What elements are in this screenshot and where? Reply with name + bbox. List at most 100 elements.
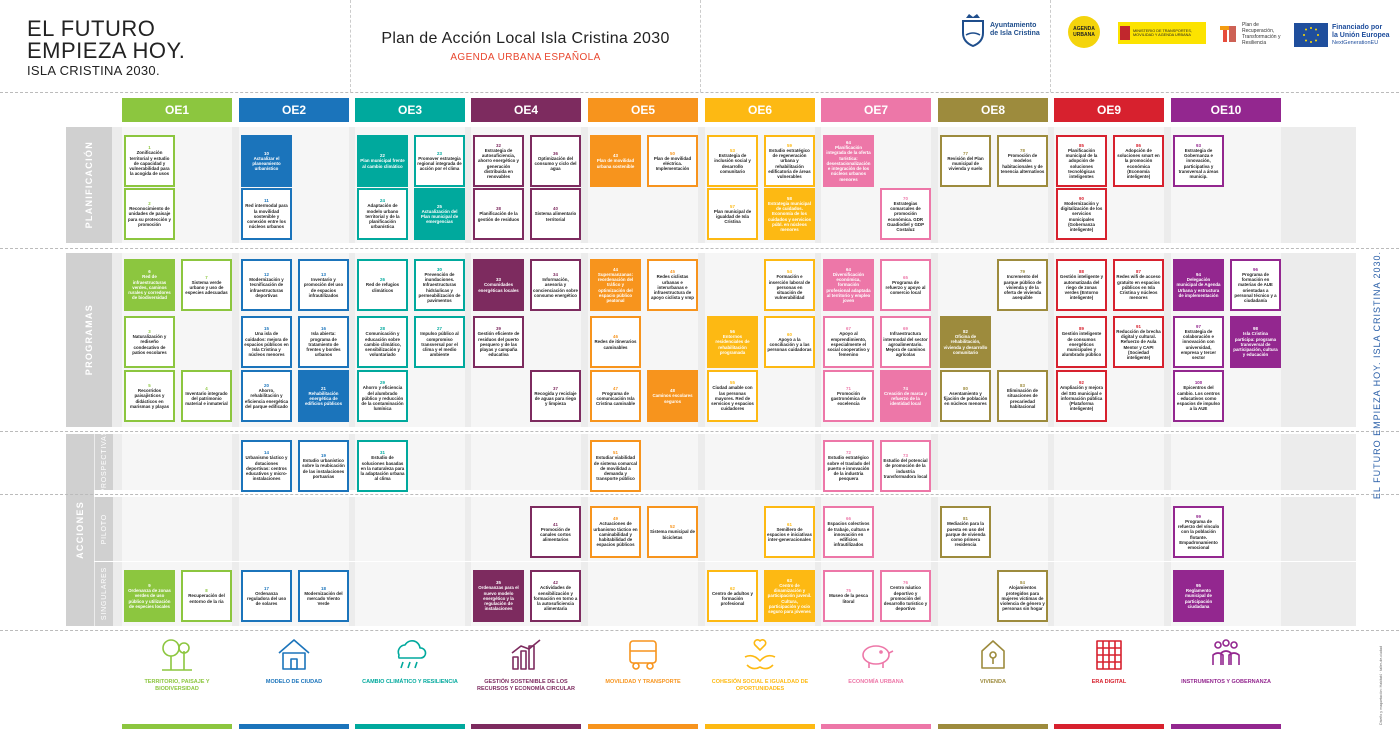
action-box-99[interactable]: 99 Programa de refuerzo del vínculo con l… xyxy=(1173,506,1224,558)
action-box-62[interactable]: 62 Centro de adultos y formación profesio… xyxy=(707,570,758,622)
action-box-45[interactable]: 45 Redes ciclistas urbanas e interurbanas… xyxy=(647,259,698,311)
action-box-50[interactable]: 50 Plan de movilidad eléctrica. Implement… xyxy=(647,135,698,187)
action-box-63[interactable]: 63 Centro de dinamización y participación… xyxy=(764,570,815,622)
action-box-2[interactable]: 2 Reconocimiento de unidades de paisaje p… xyxy=(124,188,175,240)
action-box-58[interactable]: 58 Estrategia municipal de cuidados. Econ… xyxy=(764,188,815,240)
action-box-47[interactable]: 47 Programa de comunicación Isla Cristina… xyxy=(590,370,641,422)
action-box-87[interactable]: 87 Redes wifi de acceso gratuito en espac… xyxy=(1113,259,1164,311)
action-box-30[interactable]: 30 Prevención de inundaciones. Infraestru… xyxy=(414,259,465,311)
action-box-8[interactable]: 8 Recuperación del entorno de la ría xyxy=(181,570,232,622)
action-box-64[interactable]: 64 Planificación integrada de la oferta t… xyxy=(823,135,874,187)
action-box-18[interactable]: 18 Modernización del mercado Viento Verde xyxy=(298,570,349,622)
action-box-92[interactable]: 92 Ampliación y mejora del SIG municipal … xyxy=(1056,370,1107,422)
action-box-35[interactable]: 35 Ordenanzas para el nuevo modelo energé… xyxy=(473,570,524,622)
action-box-11[interactable]: 11 Red intermodal para la movilidad soste… xyxy=(241,188,292,240)
action-box-17[interactable]: 17 Ordenanza reguladora del uso de solare… xyxy=(241,570,292,622)
action-box-81[interactable]: 81 Mediación para la puesta en uso del pa… xyxy=(940,506,991,558)
action-box-77[interactable]: 77 Revisión del Plan municipal de viviend… xyxy=(940,135,991,187)
action-box-23[interactable]: 23 Promover estrategia regional integrada… xyxy=(414,135,465,187)
action-box-33[interactable]: 33 Comunidades energéticas locales xyxy=(473,259,524,311)
action-box-59[interactable]: 59 Estudio estratégico de regeneración ur… xyxy=(764,135,815,187)
action-box-28[interactable]: 28 Comunicación y educación sobre cambio … xyxy=(357,316,408,368)
action-box-96[interactable]: 96 Programa de formación en materias de A… xyxy=(1230,259,1281,311)
action-box-86[interactable]: 86 Adopción de soluciones smart en la pro… xyxy=(1113,135,1164,187)
action-box-21[interactable]: 21 Rehabilitación energética de edificios… xyxy=(298,370,349,422)
oe-header-oe4[interactable]: OE4 xyxy=(471,98,581,122)
action-box-49[interactable]: 49 Actuaciones de urbanismo táctico en ca… xyxy=(590,506,641,558)
action-box-20[interactable]: 20 Ahorro, rehabilitación y eficiencia en… xyxy=(241,370,292,422)
action-box-100[interactable]: 100 Epicentros del cambio. Los centros ed… xyxy=(1173,370,1224,422)
action-box-6[interactable]: 6 Red de infraestructuras verdes, caminos… xyxy=(124,259,175,311)
action-box-74[interactable]: 74 Creación de marca y refuerzo de la ide… xyxy=(880,370,931,422)
action-box-42[interactable]: 42 Actividades de sensibilización y forma… xyxy=(530,570,581,622)
action-box-66[interactable]: 66 Espacios colectivos de trabajo, cultur… xyxy=(823,506,874,558)
action-box-52[interactable]: 52 Sistema municipal de bicicletas xyxy=(647,506,698,558)
action-box-93[interactable]: 93 Estrategia de Gobernanza e innovación,… xyxy=(1173,135,1224,187)
action-box-27[interactable]: 27 Impulso público al compromiso transver… xyxy=(414,316,465,368)
action-box-70[interactable]: 70 Estrategias comarcales de promoción ec… xyxy=(880,188,931,240)
action-box-46[interactable]: 46 Redes de itinerarios caminables xyxy=(590,316,641,368)
oe-header-oe10[interactable]: OE10 xyxy=(1171,98,1281,122)
action-box-71[interactable]: 71 Promoción gastronómica de excelencia xyxy=(823,370,874,422)
action-box-37[interactable]: 37 Recogida y reciclaje de aguas para rie… xyxy=(530,370,581,422)
action-box-1[interactable]: 1 Zonificación territorial y estudio de c… xyxy=(124,135,175,187)
action-box-55[interactable]: 55 Ciudad amable con las personas mayores… xyxy=(707,370,758,422)
action-box-73[interactable]: 73 Estudio del potencial de promoción de … xyxy=(880,440,931,492)
oe-header-oe8[interactable]: OE8 xyxy=(938,98,1048,122)
action-box-67[interactable]: 67 Apoyo al emprendimiento, especialmente… xyxy=(823,316,874,368)
action-box-64[interactable]: 64 Diversificación económica, formación p… xyxy=(823,259,874,311)
action-box-53[interactable]: 53 Estrategia de inclusión social y desar… xyxy=(707,135,758,187)
oe-header-oe5[interactable]: OE5 xyxy=(588,98,698,122)
action-box-79[interactable]: 79 Incremento del parque público de vivie… xyxy=(997,259,1048,311)
action-box-90[interactable]: 90 Modernización y digitalización de los … xyxy=(1056,188,1107,240)
oe-header-oe6[interactable]: OE6 xyxy=(705,98,815,122)
action-box-39[interactable]: 39 Gestión eficiente de residuos del puer… xyxy=(473,316,524,368)
action-box-72[interactable]: 72 Estudio estratégico sobre el traslado … xyxy=(823,440,874,492)
action-box-61[interactable]: 61 Semillero de espacios e iniciativas in… xyxy=(764,506,815,558)
action-box-13[interactable]: 13 Inventario y promoción del uso de espa… xyxy=(298,259,349,311)
action-box-94[interactable]: 94 Delegación municipal de Agenda Urbana … xyxy=(1173,259,1224,311)
action-box-80[interactable]: 80 Asentamiento y fijación de población e… xyxy=(940,370,991,422)
oe-header-oe1[interactable]: OE1 xyxy=(122,98,232,122)
action-box-9[interactable]: 9 Ordenanza de zonas verdes de uso públic… xyxy=(124,570,175,622)
action-box-51[interactable]: 51 Estudiar viabilidad de sistema comarca… xyxy=(590,440,641,492)
action-box-98[interactable]: 98 Isla Cristina participa: programa tran… xyxy=(1230,316,1281,368)
action-box-19[interactable]: 19 Estudio urbanístico sobre la reubicaci… xyxy=(298,440,349,492)
action-box-41[interactable]: 41 Promoción de canales cortos alimentari… xyxy=(530,506,581,558)
action-box-4[interactable]: 4 Inventario integrado del patrimonio mat… xyxy=(181,370,232,422)
action-box-88[interactable]: 88 Gestión inteligente y automatizada del… xyxy=(1056,259,1107,311)
action-box-57[interactable]: 57 Plan municipal de igualdad de Isla Cri… xyxy=(707,188,758,240)
action-box-7[interactable]: 7 Sistema verde urbano y uso de especies … xyxy=(181,259,232,311)
action-box-78[interactable]: 78 Promoción de modelos habitacionales y … xyxy=(997,135,1048,187)
action-box-85[interactable]: 85 Planificación municipal de la adopción… xyxy=(1056,135,1107,187)
action-box-65[interactable]: 65 Programa de refuerzo y apoyo al comerc… xyxy=(880,259,931,311)
action-box-48[interactable]: 48 Caminos escolares seguros xyxy=(647,370,698,422)
action-box-38[interactable]: 38 Planificación de la gestión de residuo… xyxy=(473,188,524,240)
action-box-10[interactable]: 10 Actualizar el planeamiento urbanístico xyxy=(241,135,292,187)
action-box-16[interactable]: 16 Isla abierta: programa de tratamiento … xyxy=(298,316,349,368)
action-box-12[interactable]: 12 Modernización y tecnificación de infra… xyxy=(241,259,292,311)
action-box-60[interactable]: 60 Apoyo a la conciliación y a las person… xyxy=(764,316,815,368)
action-box-40[interactable]: 40 Sistema alimentario territorial xyxy=(530,188,581,240)
action-box-76[interactable]: 76 Centro náutico deportivo y promoción d… xyxy=(880,570,931,622)
action-box-5[interactable]: 5 Recorridos paisajísticos y didácticos e… xyxy=(124,370,175,422)
action-box-32[interactable]: 32 Estrategia de autosuficiencia, ahorro … xyxy=(473,135,524,187)
action-box-75[interactable]: 75 Museo de la pesca litoral xyxy=(823,570,874,622)
action-box-34[interactable]: 34 Información, asesoría y concienciación… xyxy=(530,259,581,311)
action-box-95[interactable]: 95 Reglamento municipal de participación … xyxy=(1173,570,1224,622)
action-box-84[interactable]: 84 Alojamientos protegidos para mujeres v… xyxy=(997,570,1048,622)
action-box-89[interactable]: 89 Gestión inteligente de consumos energé… xyxy=(1056,316,1107,368)
action-box-83[interactable]: 83 Eliminación de situaciones de precarie… xyxy=(997,370,1048,422)
action-box-24[interactable]: 24 Adaptación de modelo urbano territoria… xyxy=(357,188,408,240)
action-box-31[interactable]: 31 Estudio de soluciones basadas en la na… xyxy=(357,440,408,492)
action-box-29[interactable]: 29 Ahorro y eficiencia del alumbrado públ… xyxy=(357,370,408,422)
action-box-69[interactable]: 69 Infraestructura intermodal del sector … xyxy=(880,316,931,368)
oe-header-oe9[interactable]: OE9 xyxy=(1054,98,1164,122)
action-box-54[interactable]: 54 Formación e inserción laboral de perso… xyxy=(764,259,815,311)
oe-header-oe7[interactable]: OE7 xyxy=(821,98,931,122)
action-box-22[interactable]: 22 Plan municipal frente al cambio climát… xyxy=(357,135,408,187)
action-box-44[interactable]: 44 Supermanzanas: reordenación del tráfic… xyxy=(590,259,641,311)
action-box-43[interactable]: 43 Plan de movilidad urbana sostenible xyxy=(590,135,641,187)
action-box-91[interactable]: 91 Reducción de brecha digital y cultural… xyxy=(1113,316,1164,368)
action-box-26[interactable]: 26 Red de refugios climáticos xyxy=(357,259,408,311)
